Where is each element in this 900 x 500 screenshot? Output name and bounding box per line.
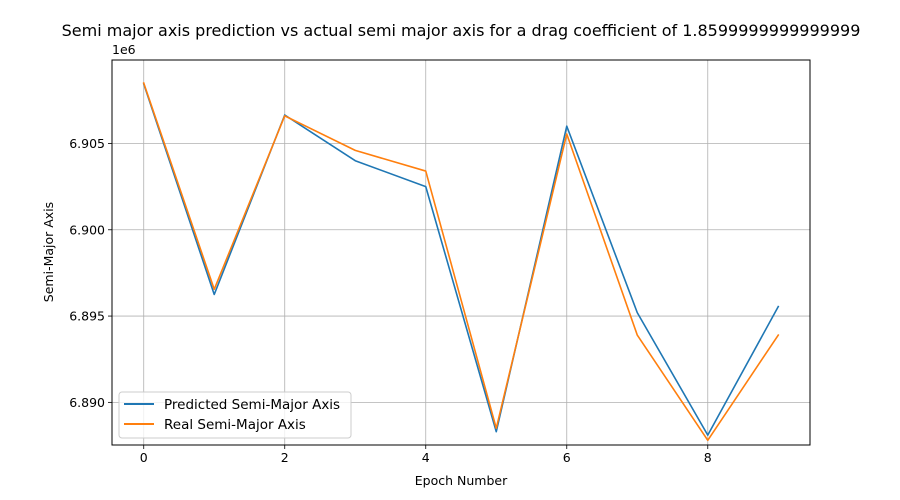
x-tick-label: 2 bbox=[281, 450, 289, 465]
legend-label-real: Real Semi-Major Axis bbox=[164, 417, 306, 433]
chart-title: Semi major axis prediction vs actual sem… bbox=[62, 21, 861, 40]
y-tick-label: 6.905 bbox=[69, 136, 105, 151]
series-line-predicted bbox=[142, 82, 780, 436]
y-tick-label: 6.895 bbox=[69, 309, 105, 324]
plot-frame bbox=[111, 59, 811, 446]
legend: Predicted Semi-Major Axis Real Semi-Majo… bbox=[118, 391, 352, 439]
series-line-real bbox=[142, 82, 780, 442]
x-tick-label: 0 bbox=[140, 450, 148, 465]
legend-box bbox=[118, 391, 352, 439]
grid-lines bbox=[112, 60, 810, 445]
x-tick-label: 8 bbox=[704, 450, 712, 465]
y-axis-label: Semi-Major Axis bbox=[41, 202, 56, 302]
x-tick-label: 6 bbox=[563, 450, 571, 465]
y-axis-offset-label: 1e6 bbox=[112, 42, 136, 57]
axis-ticks: 0 2 4 6 8 6.890 6.895 6.900 6.905 bbox=[69, 136, 712, 465]
y-tick-label: 6.900 bbox=[69, 222, 105, 237]
x-axis-label: Epoch Number bbox=[415, 473, 508, 488]
y-tick-label: 6.890 bbox=[69, 395, 105, 410]
legend-label-predicted: Predicted Semi-Major Axis bbox=[164, 397, 340, 413]
series-lines bbox=[142, 82, 780, 442]
x-tick-label: 4 bbox=[422, 450, 430, 465]
